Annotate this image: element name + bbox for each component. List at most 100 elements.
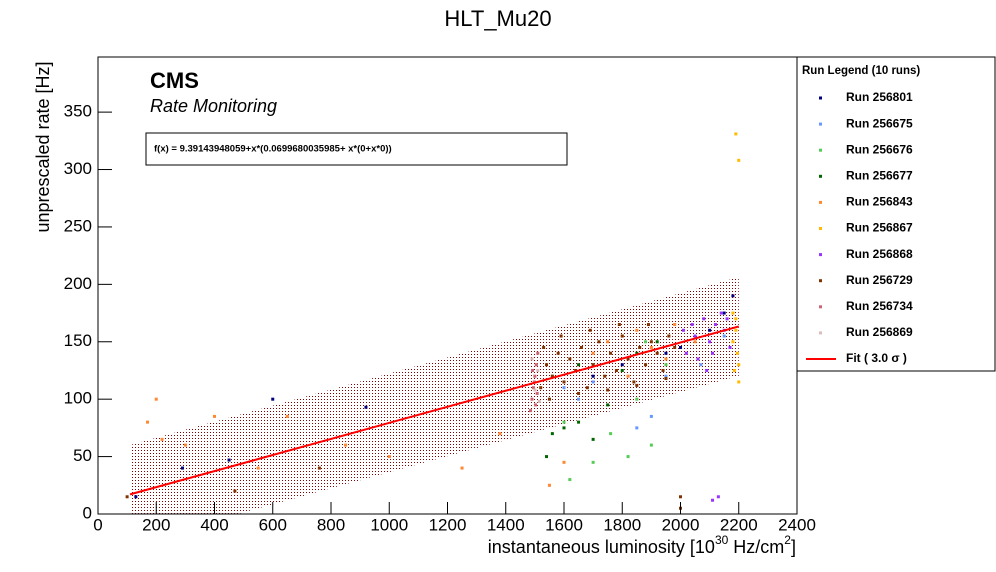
- y-tick-label: 150: [64, 331, 92, 350]
- x-tick-label: 400: [200, 515, 228, 534]
- data-point: [732, 368, 736, 372]
- data-point: [562, 460, 566, 464]
- y-tick-label: 100: [64, 389, 92, 408]
- data-point: [568, 478, 572, 482]
- data-point: [547, 483, 551, 487]
- legend-marker: [819, 122, 822, 126]
- data-point: [626, 357, 630, 361]
- data-point: [626, 455, 630, 459]
- data-point: [460, 466, 464, 470]
- data-point: [667, 334, 671, 338]
- data-point: [646, 323, 650, 327]
- data-point: [632, 380, 636, 384]
- data-point: [638, 346, 642, 350]
- data-point: [737, 158, 741, 162]
- data-point: [577, 391, 581, 395]
- x-tick-label: 1200: [429, 515, 467, 534]
- y-tick-label: 200: [64, 274, 92, 293]
- data-point: [722, 334, 726, 338]
- x-tick-label: 2400: [778, 515, 816, 534]
- data-point: [364, 405, 368, 409]
- data-point: [655, 340, 659, 344]
- data-point: [731, 340, 735, 344]
- data-point: [635, 426, 639, 430]
- data-point: [529, 409, 533, 413]
- data-point: [562, 380, 566, 384]
- x-label-mid: Hz/cm: [728, 537, 784, 557]
- data-point: [719, 311, 723, 315]
- data-point: [664, 357, 668, 361]
- data-point: [664, 351, 668, 355]
- data-point: [591, 460, 595, 464]
- y-tick-label: 350: [64, 102, 92, 121]
- y-tick-label: 50: [73, 446, 92, 465]
- data-point: [606, 388, 610, 392]
- legend-label: Fit ( 3.0 σ ): [846, 351, 907, 365]
- legend-label: Run 256677: [846, 168, 913, 182]
- data-point: [256, 466, 260, 470]
- x-label-sup: 30: [715, 533, 729, 547]
- data-point: [655, 351, 659, 355]
- fit-line: [129, 325, 740, 496]
- data-point: [146, 420, 150, 424]
- plot-area: [125, 132, 741, 514]
- legend-label: Run 256675: [846, 116, 913, 130]
- data-point: [531, 368, 535, 372]
- data-point: [626, 374, 630, 378]
- data-point: [545, 455, 549, 459]
- data-point: [735, 351, 739, 355]
- data-point: [533, 374, 537, 378]
- x-axis-label: instantaneous luminosity [1030 Hz/cm2]: [488, 533, 796, 557]
- x-label-text: instantaneous luminosity [10: [488, 537, 715, 557]
- x-tick-label: 600: [259, 515, 287, 534]
- data-point: [588, 328, 592, 332]
- legend-marker: [819, 253, 822, 257]
- data-point: [539, 386, 543, 390]
- data-point: [696, 357, 700, 361]
- data-point: [664, 363, 668, 367]
- data-point: [713, 323, 717, 327]
- data-point: [614, 368, 618, 372]
- data-point: [498, 432, 502, 436]
- data-point: [620, 363, 624, 367]
- legend-label: Run 256676: [846, 142, 913, 156]
- legend-marker: [819, 279, 822, 283]
- data-point: [531, 386, 535, 390]
- data-point: [708, 340, 712, 344]
- data-point: [533, 388, 537, 392]
- x-tick-label: 0: [93, 515, 102, 534]
- data-point: [734, 132, 738, 136]
- data-point: [620, 368, 624, 372]
- data-point: [681, 328, 685, 332]
- data-point: [699, 363, 703, 367]
- data-point: [125, 495, 129, 499]
- data-point: [649, 346, 653, 350]
- data-point: [550, 374, 554, 378]
- subtitle: Rate Monitoring: [150, 96, 277, 116]
- data-point: [568, 357, 572, 361]
- data-point: [673, 323, 677, 327]
- data-point: [213, 414, 216, 418]
- data-point: [708, 328, 712, 332]
- data-point: [387, 455, 391, 459]
- data-point: [690, 323, 694, 327]
- legend-label: Run 256868: [846, 247, 913, 261]
- y-tick-label: 300: [64, 159, 92, 178]
- data-point: [183, 443, 187, 447]
- data-point: [635, 351, 639, 355]
- data-point: [591, 351, 595, 355]
- x-tick-label: 2000: [662, 515, 700, 534]
- y-axis-label: unprescaled rate [Hz]: [33, 61, 53, 232]
- data-point: [577, 397, 581, 401]
- data-point: [664, 374, 668, 378]
- data-point: [536, 368, 540, 372]
- data-point: [233, 489, 237, 493]
- data-point: [154, 397, 158, 401]
- data-point: [577, 420, 581, 424]
- data-point: [734, 328, 738, 332]
- legend-label: Run 256843: [846, 195, 913, 209]
- legend-marker: [819, 200, 822, 204]
- legend-label: Run 256869: [846, 325, 913, 339]
- data-point: [644, 363, 648, 367]
